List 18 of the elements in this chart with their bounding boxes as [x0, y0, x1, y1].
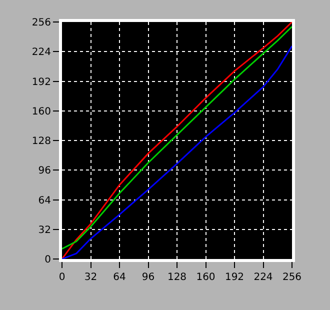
x-tick-label: 256: [282, 272, 302, 283]
x-tick-label: 128: [167, 272, 187, 283]
y-tick-label: 96: [38, 166, 51, 177]
x-tick-label: 96: [142, 272, 155, 283]
y-tick-label: 32: [38, 224, 51, 236]
y-tick-label: 0: [44, 254, 51, 266]
x-tick-label: 32: [84, 272, 98, 283]
x-tick-label: 64: [113, 272, 126, 283]
x-tick-label: 0: [58, 272, 66, 283]
x-tick-label: 160: [196, 272, 216, 283]
x-tick-label: 192: [224, 272, 244, 283]
y-tick-label: 256: [32, 18, 51, 28]
y-tick-label: 128: [32, 136, 51, 147]
y-tick-label: 160: [32, 106, 51, 118]
y-tick-label: 64: [38, 195, 51, 206]
y-tick-label: 224: [32, 47, 51, 58]
x-tick-label: 224: [254, 272, 273, 283]
y-tick-label: 192: [32, 76, 51, 88]
